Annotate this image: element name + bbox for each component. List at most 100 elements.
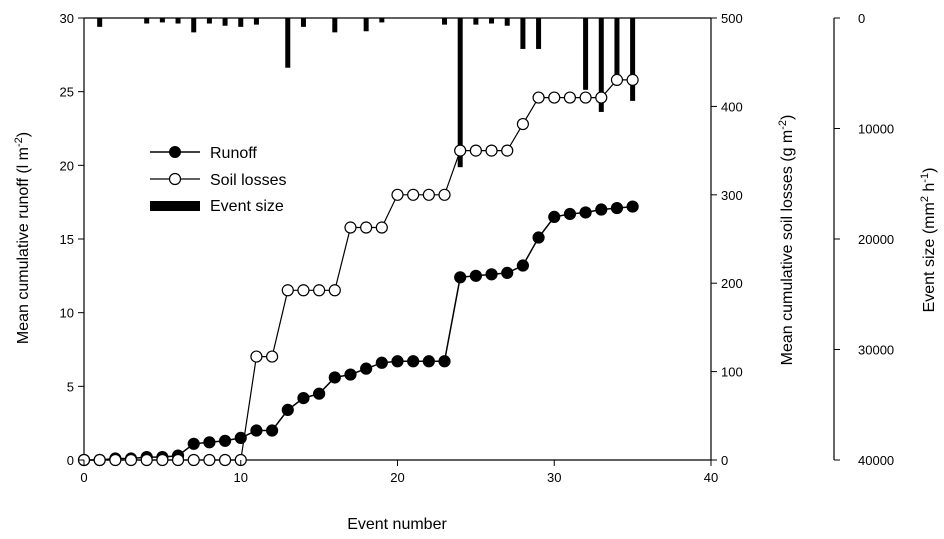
runoff-point [187, 437, 200, 450]
runoff-line [84, 205, 633, 461]
soil-losses-point [375, 221, 388, 234]
soil-losses-point [548, 91, 561, 104]
legend-soil-losses-label: Soil losses [210, 172, 286, 189]
event-size-bar [206, 18, 212, 24]
event-size-bar [598, 18, 604, 112]
soil-losses-point [438, 188, 451, 201]
y-axis-left-title: Mean cumulative runoff (l m-2) [13, 132, 32, 344]
soil-losses-point [171, 453, 185, 467]
legend-event-size-swatch [150, 201, 200, 211]
y-axis-right-title: Mean cumulative soil losses (g m-2) [777, 115, 796, 366]
soil-losses-point [579, 91, 592, 104]
soil-losses-point [297, 284, 310, 297]
runoff-point [281, 403, 294, 417]
legend-runoff-marker [169, 146, 181, 158]
soil-losses-point [124, 453, 138, 467]
soil-losses-point [281, 284, 294, 297]
soil-losses-point [156, 453, 169, 467]
event-size-bar [175, 18, 181, 24]
soil-losses-point [469, 144, 482, 157]
soil-losses-point [595, 91, 608, 104]
runoff-point [485, 268, 498, 281]
y-right-tick-label: 500 [721, 11, 743, 26]
y-right-tick-label: 0 [721, 453, 728, 468]
legend-runoff-label: Runoff [210, 145, 257, 162]
event-size-bar [300, 18, 306, 27]
y-right-tick-label: 400 [721, 99, 743, 114]
runoff-point [501, 266, 514, 279]
soil-losses-point [485, 144, 498, 157]
soil-losses-point [140, 453, 153, 467]
event-size-bar [332, 18, 338, 33]
x-tick-label: 30 [547, 470, 561, 485]
soil-losses-point [391, 188, 404, 201]
x-tick-label: 20 [390, 470, 404, 485]
runoff-point [579, 206, 592, 219]
y-left-tick-label: 20 [60, 158, 74, 173]
y-right-tick-label: 200 [721, 276, 743, 291]
y-left-tick-label: 10 [60, 306, 74, 321]
soil-losses-point [109, 453, 122, 467]
x-tick-label: 0 [80, 470, 87, 485]
y-far-tick-label: 0 [858, 11, 865, 26]
runoff-point [548, 210, 561, 223]
soil-losses-point [626, 73, 639, 86]
event-size-bar [97, 18, 103, 27]
event-size-bar [583, 18, 589, 90]
runoff-point [438, 355, 451, 368]
event-size-bar [379, 18, 385, 23]
soil-losses-point [313, 284, 326, 297]
event-size-bar [238, 18, 244, 27]
event-size-bar [630, 18, 636, 101]
runoff-point [234, 431, 247, 444]
event-size-bar [614, 18, 620, 79]
runoff-point [595, 203, 608, 216]
runoff-point [218, 434, 232, 447]
x-axis-title: Event number [347, 516, 447, 533]
runoff-point [391, 355, 404, 368]
soil-losses-point [610, 73, 624, 86]
runoff-point [375, 356, 388, 369]
soil-losses-point [422, 188, 435, 201]
y-left-tick-label: 5 [67, 379, 74, 394]
y-left-tick-label: 0 [67, 453, 74, 468]
y-right-tick-label: 100 [721, 365, 743, 380]
event-size-bar [520, 18, 526, 49]
event-size-bar [285, 18, 291, 68]
event-size-bar [191, 18, 197, 33]
soil-losses-point [344, 221, 357, 234]
event-size-bar [144, 18, 150, 24]
soil-losses-point [454, 144, 467, 157]
event-size-bars [97, 18, 636, 168]
soil-losses-point [93, 453, 106, 467]
soil-losses-point [532, 91, 545, 104]
soil-losses-point [360, 221, 373, 234]
runoff-point [360, 362, 373, 375]
runoff-point [563, 207, 577, 221]
runoff-point [328, 371, 341, 384]
y-left-tick-label: 15 [60, 232, 74, 247]
event-size-bar [222, 18, 228, 26]
soil-losses-point [266, 350, 279, 363]
y-far-tick-label: 10000 [858, 122, 894, 137]
runoff-point [532, 231, 545, 244]
runoff-point [203, 436, 216, 449]
event-size-bar [504, 18, 510, 26]
series-lines [84, 79, 633, 461]
soil-losses-point [516, 117, 530, 131]
soil-losses-point [218, 453, 232, 467]
y-far-tick-label: 30000 [858, 343, 894, 358]
runoff-point [407, 355, 420, 368]
y-far-tick-label: 20000 [858, 232, 894, 247]
event-size-bar [536, 18, 542, 49]
soil-losses-point [187, 453, 200, 467]
soil-losses-point [407, 188, 420, 201]
event-size-bar [457, 18, 463, 168]
event-size-bar [473, 18, 479, 25]
runoff-point [422, 355, 435, 368]
event-size-bar [363, 18, 369, 32]
runoff-point [469, 269, 482, 282]
runoff-point [344, 368, 357, 381]
